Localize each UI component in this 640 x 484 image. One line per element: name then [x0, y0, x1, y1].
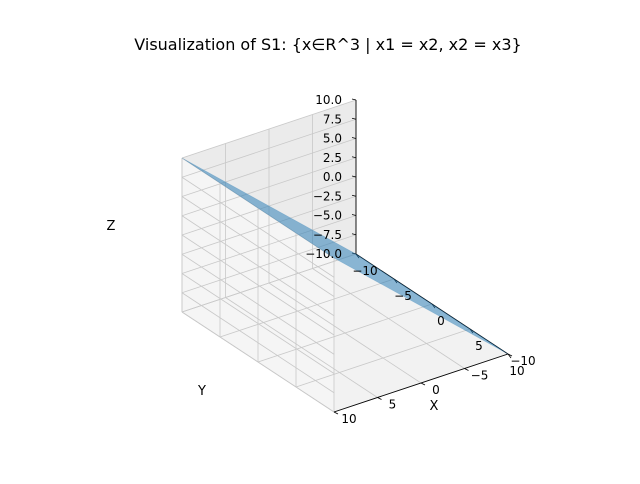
grid-line-z-right	[181, 311, 335, 413]
grid-line-z-right	[181, 292, 335, 394]
y-tick-mark	[377, 397, 382, 400]
y-tick-mark	[464, 368, 469, 371]
z-tick-label: 2.5	[323, 151, 342, 165]
grid-line-z-right	[181, 215, 335, 317]
grid-line-y-bottom	[225, 297, 378, 398]
z-tick-label: −2.5	[313, 189, 342, 203]
z-tick-label: −10.0	[305, 247, 342, 261]
x-tick-label: −10	[352, 264, 377, 278]
z-tick-mark	[351, 98, 357, 101]
y-tick-label: −5	[471, 369, 489, 383]
x-tick-label: −5	[394, 289, 412, 303]
plane-surface	[181, 157, 509, 355]
y-tick-label: 5	[389, 398, 397, 412]
grid-line-z-right	[181, 176, 335, 278]
grid-line-z-right	[181, 196, 335, 297]
grid-line-z-left	[181, 157, 357, 217]
z-tick-mark	[351, 137, 357, 139]
grid-line-y-bottom	[268, 282, 422, 384]
y-tick-label: −10	[510, 354, 535, 368]
x-axis-label: X	[430, 399, 439, 414]
surface-layer	[181, 157, 509, 355]
grid-line-y-bottom	[312, 268, 465, 369]
z-tick-mark	[351, 156, 357, 159]
z-axis-label: Z	[107, 219, 116, 234]
x-tick-label: 10	[509, 364, 524, 378]
grid-line-z-right	[181, 273, 335, 374]
tick-labels: −10−50510−10−50510−10.0−7.5−5.0−2.50.02.…	[305, 93, 535, 426]
y-tick-mark	[333, 411, 339, 415]
z-tick-label: 0.0	[323, 170, 342, 184]
grid-line-z-left	[181, 138, 357, 197]
y-tick-mark	[420, 382, 426, 386]
y-tick-label: 0	[432, 383, 440, 397]
z-tick-label: −7.5	[313, 228, 342, 242]
y-tick-label: 10	[341, 412, 356, 426]
grid-line-z-left	[181, 99, 357, 159]
z-tick-mark	[351, 175, 357, 178]
z-tick-label: 10.0	[315, 93, 342, 107]
x-tick-label: 5	[475, 339, 483, 353]
chart-title: Visualization of S1: {x∈R^3 | x1 = x2, x…	[134, 35, 521, 54]
z-tick-mark	[351, 194, 357, 197]
grid-line-z-left	[181, 253, 357, 313]
grid-line-z-left	[181, 118, 357, 178]
z-tick-label: −5.0	[313, 209, 342, 223]
grid-line-z-left	[181, 215, 357, 274]
grid-line-z-right	[181, 234, 335, 336]
grid-line-z-left	[181, 195, 357, 255]
grid-line-z-right	[181, 253, 335, 355]
z-tick-label: 7.5	[323, 112, 342, 126]
y-axis-label: Y	[197, 384, 206, 399]
z-tick-mark	[351, 117, 357, 120]
z-tick-mark	[351, 214, 357, 216]
z-tick-mark	[351, 233, 357, 236]
z-tick-label: 5.0	[323, 132, 342, 146]
x-tick-label: 0	[437, 314, 445, 328]
y-tick-mark	[507, 353, 513, 357]
